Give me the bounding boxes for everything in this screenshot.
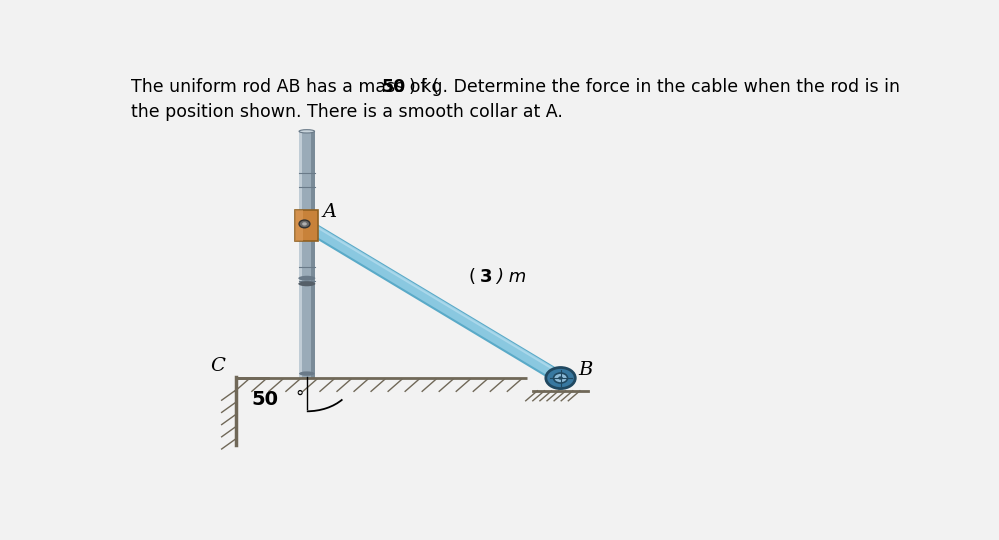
Text: B: B	[578, 361, 592, 379]
Circle shape	[299, 220, 310, 228]
Text: ) kg. Determine the force in the cable when the rod is in: ) kg. Determine the force in the cable w…	[409, 78, 900, 96]
Text: 50: 50	[382, 78, 407, 96]
Circle shape	[545, 368, 575, 389]
Circle shape	[553, 373, 567, 383]
Ellipse shape	[299, 281, 316, 286]
Circle shape	[558, 376, 562, 380]
Bar	[296, 211, 319, 241]
Text: (: (	[469, 268, 476, 286]
Bar	[299, 131, 315, 378]
Text: C: C	[210, 357, 225, 375]
Bar	[296, 211, 304, 241]
Polygon shape	[303, 222, 565, 382]
Text: °: °	[296, 389, 304, 407]
Text: ) m: ) m	[497, 268, 526, 286]
Ellipse shape	[299, 372, 315, 376]
Bar	[312, 131, 315, 378]
Text: A: A	[323, 203, 337, 221]
Ellipse shape	[299, 276, 316, 281]
Ellipse shape	[299, 130, 315, 133]
Text: the position shown. There is a smooth collar at A.: the position shown. There is a smooth co…	[131, 103, 563, 121]
Circle shape	[302, 222, 307, 226]
Text: 3: 3	[480, 268, 492, 286]
Text: The uniform rod AB has a mass of (: The uniform rod AB has a mass of (	[131, 78, 439, 96]
Text: 50: 50	[251, 390, 278, 409]
Bar	[299, 131, 302, 378]
Polygon shape	[309, 222, 565, 376]
